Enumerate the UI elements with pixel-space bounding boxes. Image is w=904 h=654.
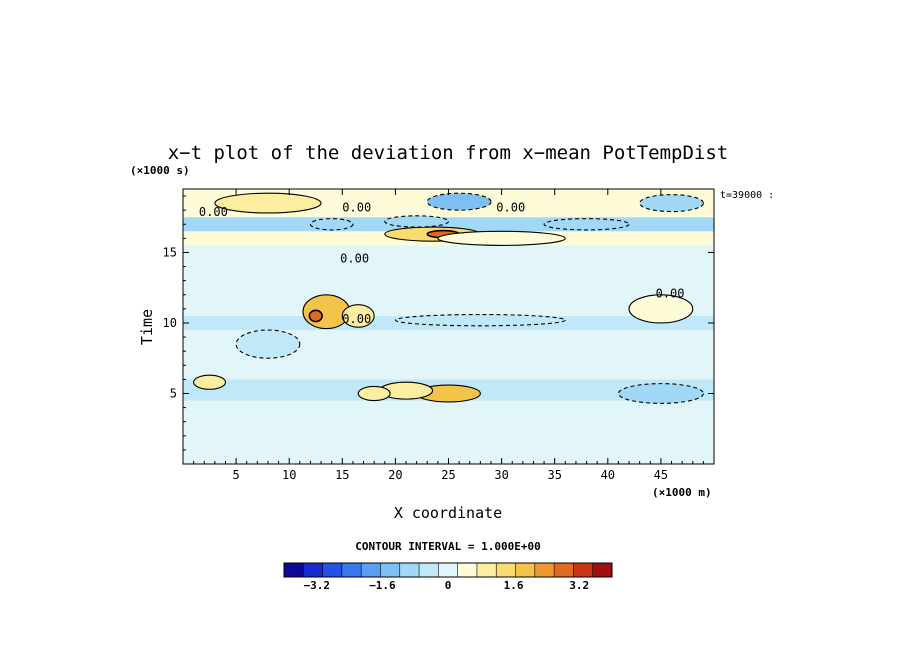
shaded-band xyxy=(183,400,714,464)
colorbar-tick-labels: −3.2 −1.6 0 1.6 3.2 xyxy=(304,579,590,592)
x-axis-label: X coordinate xyxy=(394,504,502,522)
y-tick-label: 10 xyxy=(163,316,177,330)
contour-feature xyxy=(214,192,322,214)
y-tick-label: 5 xyxy=(170,386,177,400)
contour-feature xyxy=(639,194,704,213)
colorbar-frame xyxy=(283,562,613,578)
contour-label: 0.00 xyxy=(342,312,371,326)
colorbar-swatch xyxy=(476,563,497,577)
x-axis-unit: (×1000 m) xyxy=(652,486,712,499)
chart-title: x−t plot of the deviation from x−mean Po… xyxy=(168,142,729,164)
colorbar-tick-label: 1.6 xyxy=(504,579,524,592)
x-axis-ticks: 5 10 15 20 25 30 35 40 45 xyxy=(193,189,704,482)
x-tick-label: 20 xyxy=(388,468,402,482)
shaded-features xyxy=(193,192,704,404)
contour-feature xyxy=(235,329,301,359)
x-tick-label: 5 xyxy=(232,468,239,482)
colorbar-tick-label: −3.2 xyxy=(304,579,331,592)
colorbar-swatch xyxy=(341,563,362,577)
x-tick-label: 30 xyxy=(494,468,508,482)
x-tick-label: 25 xyxy=(441,468,455,482)
colorbar-swatch xyxy=(438,563,459,577)
contour-label: 0.00 xyxy=(340,251,369,265)
time-stamp-label: t=39000 : xyxy=(720,190,774,201)
colorbar-swatch xyxy=(457,563,478,577)
contour-feature xyxy=(308,309,323,323)
colorbar-swatch xyxy=(515,563,536,577)
y-tick-label: 15 xyxy=(163,245,177,259)
contour-feature xyxy=(193,374,227,390)
colorbar-swatch xyxy=(534,563,555,577)
colorbar-swatch xyxy=(592,563,613,577)
x-tick-label: 45 xyxy=(654,468,668,482)
contour-labels: 0.00 0.00 0.00 0.00 0.00 0.00 xyxy=(199,201,685,326)
contour-feature xyxy=(437,230,566,246)
x-tick-label: 40 xyxy=(601,468,615,482)
contour-interval-label: CONTOUR INTERVAL = 1.000E+00 xyxy=(355,540,540,553)
colorbar-swatch xyxy=(322,563,343,577)
contour-feature xyxy=(309,218,354,231)
colorbar-tick-label: 3.2 xyxy=(569,579,589,592)
plot-area xyxy=(183,189,714,464)
colorbar-swatch xyxy=(303,563,324,577)
x-tick-label: 35 xyxy=(547,468,561,482)
colorbar-swatch xyxy=(399,563,420,577)
colorbar-swatch xyxy=(573,563,594,577)
contour-feature xyxy=(341,304,375,328)
colorbar-swatch xyxy=(380,563,401,577)
contour-feature xyxy=(357,385,391,402)
contour-label: 0.00 xyxy=(496,201,525,215)
y-axis-label: Time xyxy=(138,309,156,345)
x-tick-label: 15 xyxy=(335,468,349,482)
contour-label: 0.00 xyxy=(656,287,685,301)
contour-feature xyxy=(543,218,630,231)
contour-feature xyxy=(426,192,492,211)
shaded-band xyxy=(183,245,714,316)
contour-feature xyxy=(628,294,694,324)
contour-feature xyxy=(617,383,704,404)
colorbar-swatch xyxy=(554,563,574,577)
contour-label: 0.00 xyxy=(342,201,371,215)
contour-feature xyxy=(384,215,450,228)
contour-label: 0.00 xyxy=(199,205,228,219)
colorbar-swatch xyxy=(419,563,439,577)
y-axis-ticks: 5 10 15 xyxy=(163,195,714,451)
colorbar-tick-label: −1.6 xyxy=(369,579,396,592)
colorbar-tick-label: 0 xyxy=(445,579,452,592)
y-axis-unit: (×1000 s) xyxy=(130,164,190,177)
colorbar xyxy=(283,562,613,578)
colorbar-swatch xyxy=(361,563,381,577)
x-tick-label: 10 xyxy=(282,468,296,482)
colorbar-swatch xyxy=(284,563,304,577)
contour-feature xyxy=(394,313,566,327)
colorbar-swatch xyxy=(496,563,517,577)
